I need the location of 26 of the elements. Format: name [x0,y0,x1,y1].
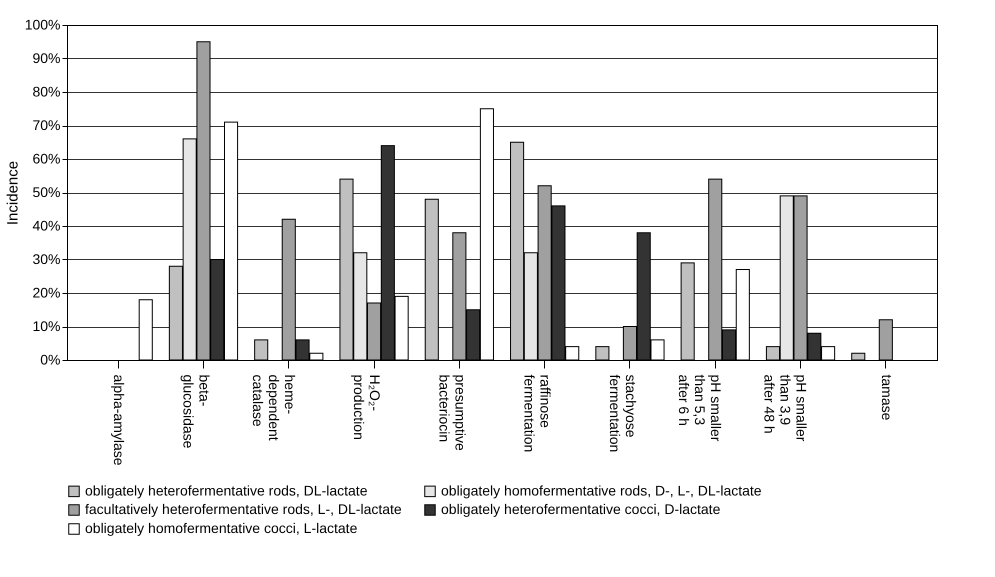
legend-label: obligately homofermentative cocci, L-lactate [85,520,358,536]
y-tick-label: 0% [40,352,60,368]
y-tick-label: 100% [24,16,60,32]
y-axis-title: Incidence [4,160,22,226]
y-tick-label: 80% [32,84,60,100]
x-tick-label: tamase [878,374,895,421]
y-tick-label: 50% [32,184,60,200]
y-tick-label: 40% [32,218,60,234]
bar [595,346,610,360]
legend-label: obligately heterofermentative cocci, D-lactate [441,501,721,517]
y-tick-label: 70% [32,117,60,133]
y-tick-label: 60% [32,150,60,166]
bar [254,339,268,360]
legend-label: obligately homofermentative rods, D-, L-, DL-lactate [441,482,762,498]
legend-label: facultatively heterofermentative rods, L-, DL-lactate [85,501,402,517]
x-tick-label: presumptive bacteriocin [436,374,468,451]
legend-label: obligately heterofermentative rods, DL-lactate [85,482,368,498]
x-tick-label: alpha-amylase [111,374,128,466]
y-tick-label: 20% [32,284,60,300]
x-tick-label: heme-dependent catalase [250,374,298,441]
x-tick-label: H₂O₂-production [351,374,384,440]
bar [851,352,866,360]
y-tick-label: 30% [32,251,60,267]
y-tick-label: 10% [32,318,60,334]
x-tick-label: pH smaller than 5,3 after 6 h [676,374,724,442]
y-tick-label: 90% [32,50,60,66]
